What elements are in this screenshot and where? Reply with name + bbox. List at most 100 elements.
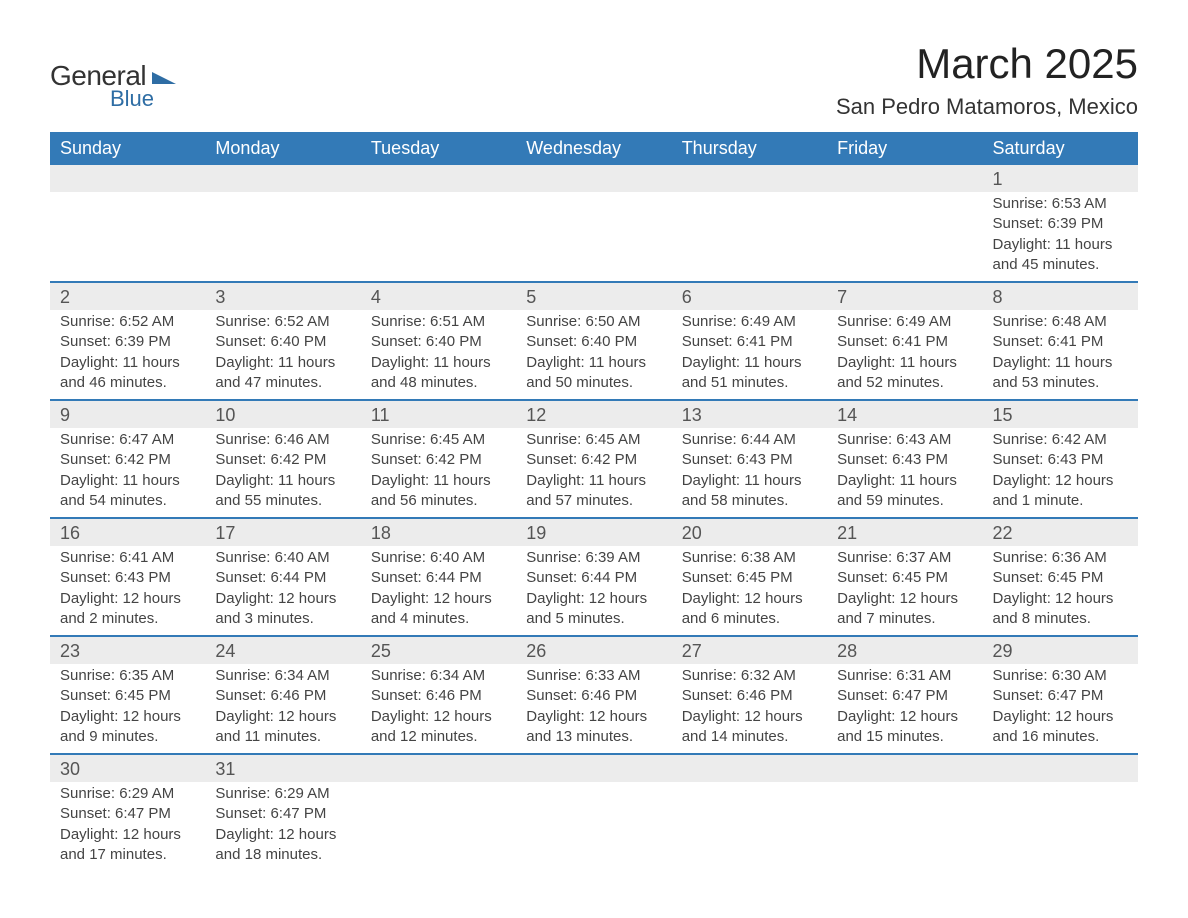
day-info-cell — [516, 782, 671, 871]
day-info-cell: Sunrise: 6:43 AMSunset: 6:43 PMDaylight:… — [827, 428, 982, 518]
day-number-cell — [516, 165, 671, 192]
month-title: March 2025 — [836, 40, 1138, 88]
day-number-cell — [361, 754, 516, 782]
day-info-cell: Sunrise: 6:31 AMSunset: 6:47 PMDaylight:… — [827, 664, 982, 754]
day-number-cell: 3 — [205, 282, 360, 310]
day-number-cell: 22 — [983, 518, 1138, 546]
day-info-cell: Sunrise: 6:38 AMSunset: 6:45 PMDaylight:… — [672, 546, 827, 636]
day-info-row: Sunrise: 6:29 AMSunset: 6:47 PMDaylight:… — [50, 782, 1138, 871]
day-number-cell — [516, 754, 671, 782]
day-label: Wednesday — [516, 132, 671, 165]
day-info-cell: Sunrise: 6:44 AMSunset: 6:43 PMDaylight:… — [672, 428, 827, 518]
day-info-cell: Sunrise: 6:52 AMSunset: 6:39 PMDaylight:… — [50, 310, 205, 400]
day-number-row: 23242526272829 — [50, 636, 1138, 664]
calendar-table: Sunday Monday Tuesday Wednesday Thursday… — [50, 132, 1138, 871]
day-info-cell: Sunrise: 6:51 AMSunset: 6:40 PMDaylight:… — [361, 310, 516, 400]
day-number-cell — [983, 754, 1138, 782]
day-info-cell: Sunrise: 6:53 AMSunset: 6:39 PMDaylight:… — [983, 192, 1138, 282]
day-info-cell: Sunrise: 6:39 AMSunset: 6:44 PMDaylight:… — [516, 546, 671, 636]
day-info-row: Sunrise: 6:41 AMSunset: 6:43 PMDaylight:… — [50, 546, 1138, 636]
day-number-cell: 19 — [516, 518, 671, 546]
day-number-cell: 21 — [827, 518, 982, 546]
day-info-cell: Sunrise: 6:49 AMSunset: 6:41 PMDaylight:… — [827, 310, 982, 400]
day-info-cell — [827, 192, 982, 282]
day-number-cell: 9 — [50, 400, 205, 428]
day-number-cell: 8 — [983, 282, 1138, 310]
day-number-row: 16171819202122 — [50, 518, 1138, 546]
day-info-cell: Sunrise: 6:49 AMSunset: 6:41 PMDaylight:… — [672, 310, 827, 400]
day-info-row: Sunrise: 6:52 AMSunset: 6:39 PMDaylight:… — [50, 310, 1138, 400]
day-number-cell: 5 — [516, 282, 671, 310]
day-number-cell — [361, 165, 516, 192]
day-number-cell: 11 — [361, 400, 516, 428]
day-info-row: Sunrise: 6:53 AMSunset: 6:39 PMDaylight:… — [50, 192, 1138, 282]
day-number-cell: 7 — [827, 282, 982, 310]
day-info-cell: Sunrise: 6:33 AMSunset: 6:46 PMDaylight:… — [516, 664, 671, 754]
day-info-cell — [205, 192, 360, 282]
day-info-cell: Sunrise: 6:30 AMSunset: 6:47 PMDaylight:… — [983, 664, 1138, 754]
day-number-cell: 15 — [983, 400, 1138, 428]
calendar-header-row: Sunday Monday Tuesday Wednesday Thursday… — [50, 132, 1138, 165]
day-number-cell: 13 — [672, 400, 827, 428]
day-info-cell: Sunrise: 6:46 AMSunset: 6:42 PMDaylight:… — [205, 428, 360, 518]
day-info-cell: Sunrise: 6:37 AMSunset: 6:45 PMDaylight:… — [827, 546, 982, 636]
logo: General Blue — [50, 40, 176, 112]
day-number-row: 1 — [50, 165, 1138, 192]
day-number-row: 2345678 — [50, 282, 1138, 310]
day-info-cell: Sunrise: 6:29 AMSunset: 6:47 PMDaylight:… — [205, 782, 360, 871]
day-info-cell: Sunrise: 6:36 AMSunset: 6:45 PMDaylight:… — [983, 546, 1138, 636]
day-number-cell: 10 — [205, 400, 360, 428]
day-number-cell — [205, 165, 360, 192]
day-number-cell: 18 — [361, 518, 516, 546]
day-info-cell: Sunrise: 6:40 AMSunset: 6:44 PMDaylight:… — [361, 546, 516, 636]
day-number-cell: 31 — [205, 754, 360, 782]
day-label: Saturday — [983, 132, 1138, 165]
day-label: Sunday — [50, 132, 205, 165]
day-info-cell: Sunrise: 6:40 AMSunset: 6:44 PMDaylight:… — [205, 546, 360, 636]
day-number-row: 3031 — [50, 754, 1138, 782]
day-info-cell — [50, 192, 205, 282]
day-info-cell — [361, 192, 516, 282]
calendar-body: 1Sunrise: 6:53 AMSunset: 6:39 PMDaylight… — [50, 165, 1138, 871]
day-number-cell: 2 — [50, 282, 205, 310]
day-number-cell: 1 — [983, 165, 1138, 192]
day-info-cell: Sunrise: 6:29 AMSunset: 6:47 PMDaylight:… — [50, 782, 205, 871]
day-info-row: Sunrise: 6:47 AMSunset: 6:42 PMDaylight:… — [50, 428, 1138, 518]
day-number-cell — [672, 165, 827, 192]
day-info-cell: Sunrise: 6:48 AMSunset: 6:41 PMDaylight:… — [983, 310, 1138, 400]
day-info-row: Sunrise: 6:35 AMSunset: 6:45 PMDaylight:… — [50, 664, 1138, 754]
day-info-cell — [983, 782, 1138, 871]
day-number-cell: 24 — [205, 636, 360, 664]
day-info-cell — [361, 782, 516, 871]
day-number-cell: 28 — [827, 636, 982, 664]
day-label: Friday — [827, 132, 982, 165]
day-info-cell: Sunrise: 6:32 AMSunset: 6:46 PMDaylight:… — [672, 664, 827, 754]
day-info-cell — [672, 192, 827, 282]
day-label: Thursday — [672, 132, 827, 165]
day-number-cell: 4 — [361, 282, 516, 310]
day-number-cell — [50, 165, 205, 192]
day-info-cell: Sunrise: 6:47 AMSunset: 6:42 PMDaylight:… — [50, 428, 205, 518]
day-number-cell: 17 — [205, 518, 360, 546]
day-info-cell: Sunrise: 6:34 AMSunset: 6:46 PMDaylight:… — [205, 664, 360, 754]
day-info-cell: Sunrise: 6:52 AMSunset: 6:40 PMDaylight:… — [205, 310, 360, 400]
day-info-cell: Sunrise: 6:45 AMSunset: 6:42 PMDaylight:… — [516, 428, 671, 518]
day-info-cell: Sunrise: 6:45 AMSunset: 6:42 PMDaylight:… — [361, 428, 516, 518]
day-number-row: 9101112131415 — [50, 400, 1138, 428]
logo-flag-icon — [152, 68, 176, 84]
day-number-cell: 12 — [516, 400, 671, 428]
day-number-cell — [827, 754, 982, 782]
day-number-cell: 29 — [983, 636, 1138, 664]
day-number-cell: 20 — [672, 518, 827, 546]
day-info-cell — [827, 782, 982, 871]
day-number-cell: 14 — [827, 400, 982, 428]
logo-text-blue: Blue — [110, 86, 154, 112]
day-number-cell: 16 — [50, 518, 205, 546]
location-text: San Pedro Matamoros, Mexico — [836, 94, 1138, 120]
day-number-cell — [827, 165, 982, 192]
day-info-cell: Sunrise: 6:42 AMSunset: 6:43 PMDaylight:… — [983, 428, 1138, 518]
day-info-cell: Sunrise: 6:34 AMSunset: 6:46 PMDaylight:… — [361, 664, 516, 754]
day-label: Monday — [205, 132, 360, 165]
day-number-cell: 27 — [672, 636, 827, 664]
day-number-cell: 23 — [50, 636, 205, 664]
